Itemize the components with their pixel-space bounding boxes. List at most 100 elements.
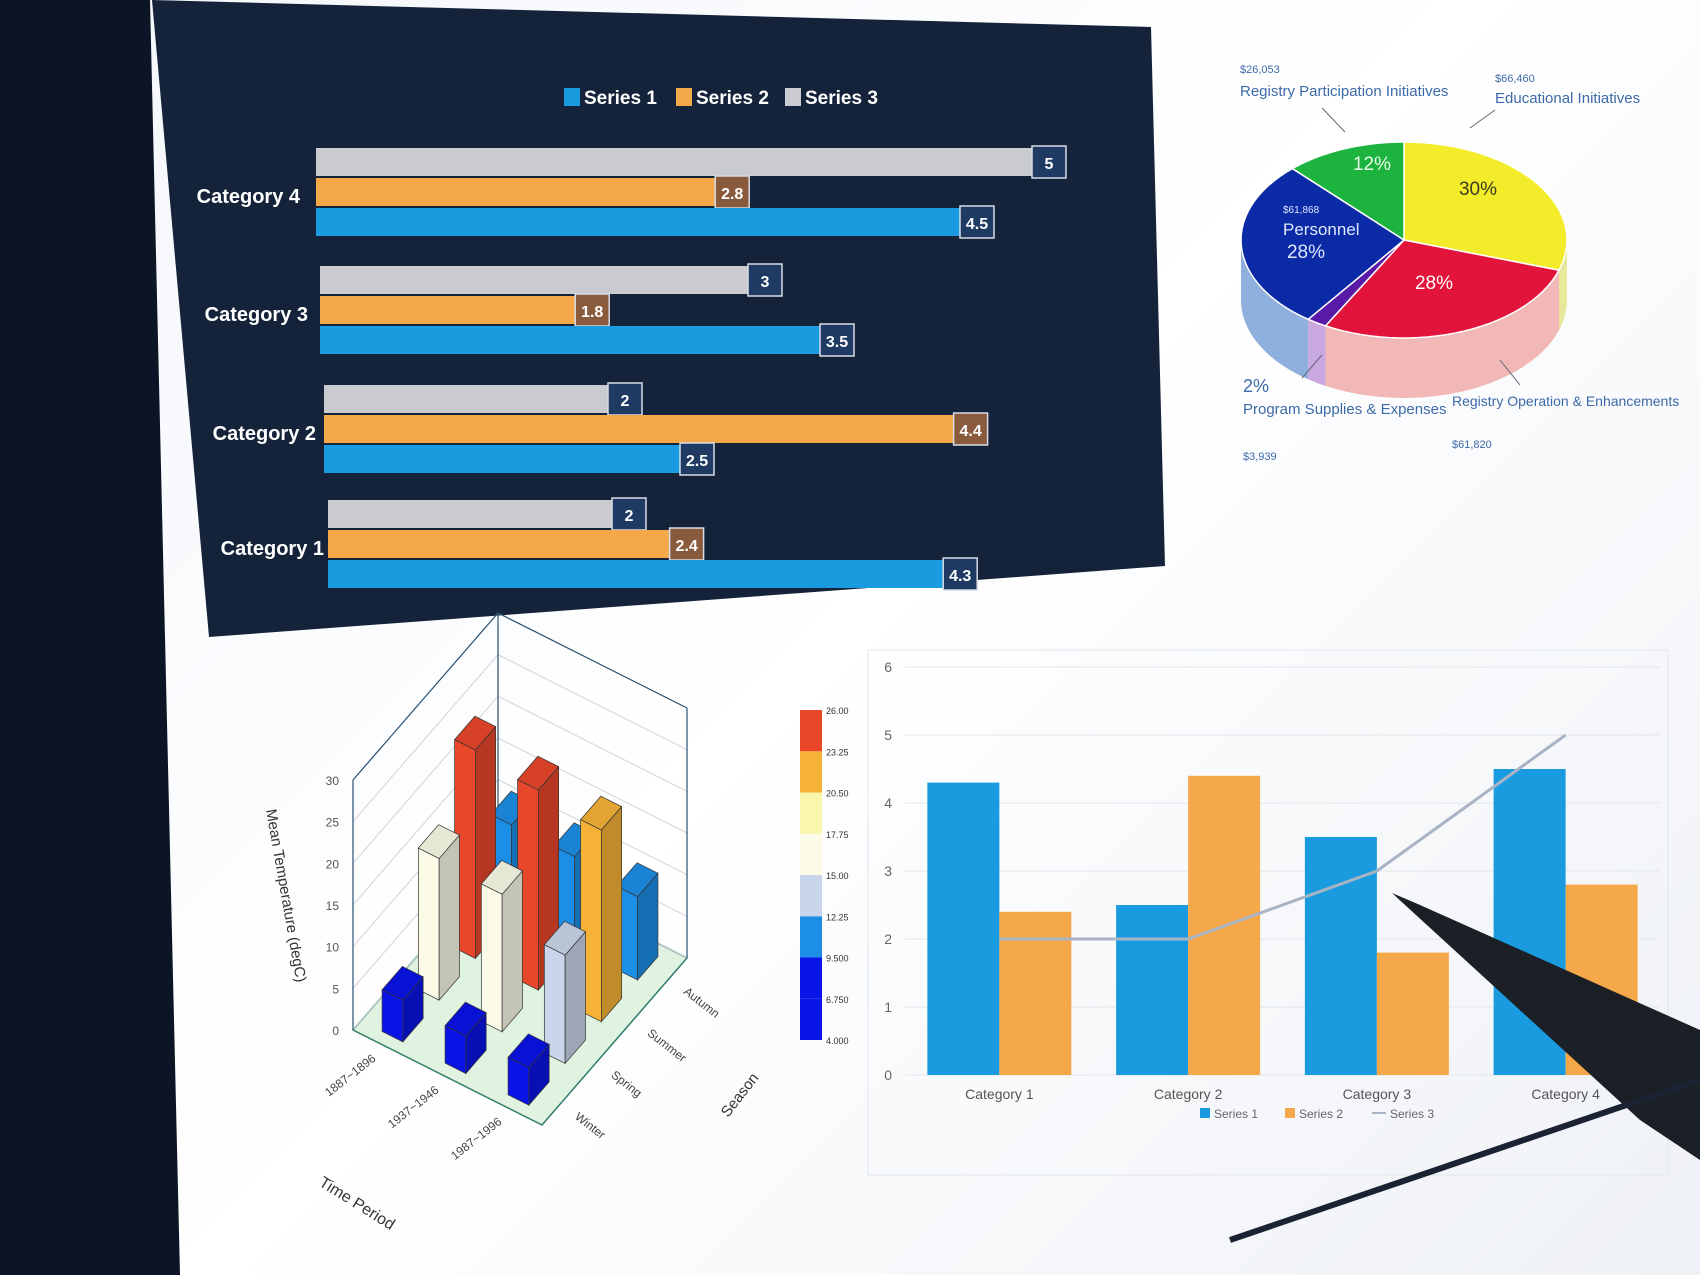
bar3d-top-face bbox=[517, 755, 560, 791]
data-label-box bbox=[942, 557, 978, 591]
x-tick-label: 1937~1946 bbox=[385, 1083, 441, 1131]
pie-slice bbox=[1403, 141, 1568, 272]
data-label-box bbox=[952, 412, 989, 446]
x-tick-label: 1887~1896 bbox=[322, 1051, 378, 1099]
leader-line bbox=[1301, 354, 1323, 379]
legend-label-series-1: Series 1 bbox=[1214, 1107, 1258, 1121]
category-label: Category 1 bbox=[965, 1086, 1034, 1102]
pie-side-0 bbox=[1559, 240, 1567, 331]
data-label-box bbox=[574, 293, 610, 327]
category-label: Category 1 bbox=[221, 538, 324, 560]
data-label-box bbox=[819, 323, 855, 357]
leader-line bbox=[1499, 359, 1521, 386]
colorbar-bin bbox=[800, 916, 822, 958]
chart-border bbox=[867, 649, 1669, 1176]
data-label-box bbox=[679, 442, 715, 476]
data-label: 3.5 bbox=[826, 334, 848, 351]
pen bbox=[1392, 893, 1700, 1160]
data-label-box bbox=[668, 527, 705, 561]
horizontal-bar-chart bbox=[316, 88, 1067, 591]
data-label: 4.3 bbox=[949, 568, 971, 585]
y-tick-label: 1 bbox=[884, 999, 892, 1015]
bar3d-chart bbox=[351, 612, 822, 1126]
category-label: Category 3 bbox=[1343, 1086, 1412, 1102]
colorbar-bin bbox=[800, 957, 822, 999]
bar-series-3 bbox=[320, 266, 752, 294]
data-label: 2 bbox=[625, 508, 634, 525]
category-label: Category 2 bbox=[213, 423, 316, 445]
pie-name-label: Program Supplies & Expenses bbox=[1243, 401, 1446, 418]
pie-name-label: Registry Participation Initiatives bbox=[1240, 83, 1448, 100]
colorbar-bin bbox=[800, 792, 822, 834]
colorbar-bin bbox=[800, 833, 822, 875]
pie-amount-label: $66,460 bbox=[1495, 73, 1535, 85]
bar3d bbox=[381, 965, 424, 1043]
z-tick-label: 30 bbox=[326, 774, 340, 788]
bar-series-1 bbox=[316, 208, 964, 236]
bar3d-top-face bbox=[444, 1001, 487, 1037]
bar3d-top-face bbox=[381, 965, 424, 1001]
legend-label-series-2: Series 2 bbox=[696, 88, 769, 109]
category-label: Category 2 bbox=[1154, 1086, 1223, 1102]
colorbar-bin bbox=[800, 710, 822, 752]
data-label: 2 bbox=[621, 393, 630, 410]
y-tick-label: 2 bbox=[884, 931, 892, 947]
category-label: Category 4 bbox=[1531, 1086, 1600, 1102]
z-tick-label: 25 bbox=[326, 816, 340, 830]
y-tick-label: Spring bbox=[609, 1068, 645, 1100]
bar3d-side-face bbox=[501, 869, 523, 1033]
x-axis-title: Time Period bbox=[316, 1174, 398, 1234]
legend-label-series-1: Series 1 bbox=[584, 88, 657, 109]
legend-label-series-3: Series 3 bbox=[1390, 1107, 1434, 1121]
data-label: 3 bbox=[761, 274, 770, 291]
y-tick-label: 6 bbox=[884, 659, 892, 675]
pie-name-label: Educational Initiatives bbox=[1495, 90, 1640, 107]
y-tick-label: Summer bbox=[645, 1026, 689, 1065]
colorbar-tick-label: 12.25 bbox=[826, 912, 849, 922]
bar-series-2 bbox=[1376, 952, 1449, 1075]
colorbar-tick-label: 20.50 bbox=[826, 789, 849, 799]
combo-chart bbox=[867, 649, 1669, 1176]
y-tick-label: 0 bbox=[884, 1067, 892, 1083]
category-label: Category 4 bbox=[197, 186, 301, 208]
pie-slice bbox=[1324, 239, 1561, 339]
legend-swatch-series-2 bbox=[1285, 1108, 1295, 1118]
y-tick-label: Autumn bbox=[681, 984, 722, 1020]
line-series-3 bbox=[999, 733, 1567, 941]
bar-series-2 bbox=[999, 911, 1072, 1075]
bar3d bbox=[543, 920, 586, 1065]
z-tick-label: 15 bbox=[326, 899, 340, 913]
y-tick-label: 5 bbox=[884, 727, 892, 743]
bar3d bbox=[480, 860, 523, 1033]
data-label-box bbox=[747, 263, 783, 297]
colorbar-bin bbox=[800, 751, 822, 793]
bar-series-1 bbox=[320, 326, 824, 354]
pie-percent-label: 30% bbox=[1459, 179, 1497, 200]
bar3d-top-face bbox=[507, 1033, 550, 1069]
legend-swatch-series-3 bbox=[785, 88, 801, 106]
bar-series-2 bbox=[316, 178, 720, 206]
pie-percent-label: 28% bbox=[1287, 242, 1325, 263]
leader-line bbox=[1321, 107, 1346, 133]
data-label: 2.8 bbox=[721, 186, 743, 203]
bar-series-2 bbox=[320, 296, 580, 324]
bar3d-side-face bbox=[601, 805, 623, 1023]
pie-amount-label: $26,053 bbox=[1240, 64, 1280, 76]
pie-side-3 bbox=[1241, 240, 1309, 380]
legend-label-series-2: Series 2 bbox=[1299, 1107, 1343, 1121]
bar-series-3 bbox=[324, 385, 612, 413]
bar3d bbox=[417, 824, 460, 1002]
bar-series-3 bbox=[328, 500, 616, 528]
bar-series-1 bbox=[1304, 837, 1377, 1075]
colorbar-tick-label: 9.500 bbox=[826, 954, 849, 964]
colorbar-tick-label: 15.00 bbox=[826, 871, 849, 881]
pie-percent-label: 28% bbox=[1415, 273, 1453, 294]
gridline bbox=[352, 612, 688, 781]
z-tick-label: 5 bbox=[332, 982, 339, 996]
bar3d-top-face bbox=[480, 860, 523, 895]
bar3d-side-face bbox=[438, 834, 460, 1002]
data-label: 4.5 bbox=[966, 216, 988, 233]
colorbar-tick-label: 17.75 bbox=[826, 830, 849, 840]
legend-swatch-series-2 bbox=[676, 88, 692, 106]
